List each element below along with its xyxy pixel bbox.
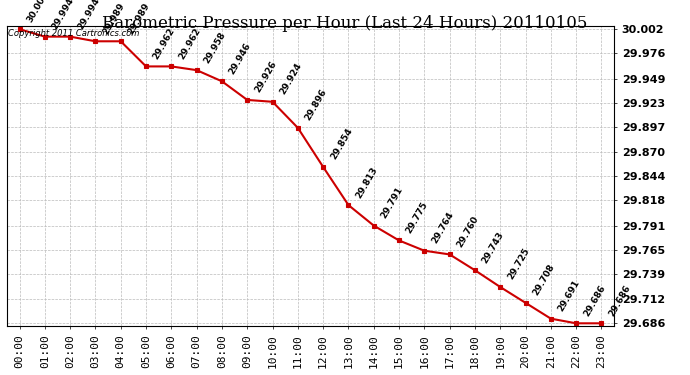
Text: 29.854: 29.854	[328, 127, 354, 161]
Text: 29.764: 29.764	[430, 210, 455, 245]
Text: 29.813: 29.813	[354, 165, 380, 200]
Text: 29.708: 29.708	[531, 262, 556, 297]
Text: 30.002: 30.002	[25, 0, 50, 24]
Text: 29.962: 29.962	[152, 26, 177, 61]
Text: Barometric Pressure per Hour (Last 24 Hours) 20110105: Barometric Pressure per Hour (Last 24 Ho…	[102, 15, 588, 32]
Text: 29.775: 29.775	[404, 200, 430, 235]
Text: 29.994: 29.994	[76, 0, 101, 31]
Text: Copyright 2011 Cartronics.com: Copyright 2011 Cartronics.com	[8, 29, 139, 38]
Text: 29.994: 29.994	[50, 0, 76, 31]
Text: 29.725: 29.725	[506, 247, 531, 282]
Text: 29.743: 29.743	[480, 230, 506, 265]
Text: 29.946: 29.946	[228, 41, 253, 76]
Text: 29.926: 29.926	[253, 60, 278, 94]
Text: 29.989: 29.989	[101, 1, 126, 36]
Text: 29.686: 29.686	[607, 283, 632, 318]
Text: 29.962: 29.962	[177, 26, 202, 61]
Text: 29.691: 29.691	[556, 278, 582, 313]
Text: 29.989: 29.989	[126, 1, 152, 36]
Text: 29.760: 29.760	[455, 214, 480, 249]
Text: 29.958: 29.958	[202, 30, 228, 64]
Text: 29.791: 29.791	[380, 185, 404, 220]
Text: 29.924: 29.924	[278, 62, 304, 96]
Text: 29.896: 29.896	[304, 88, 328, 122]
Text: 29.686: 29.686	[582, 283, 607, 318]
